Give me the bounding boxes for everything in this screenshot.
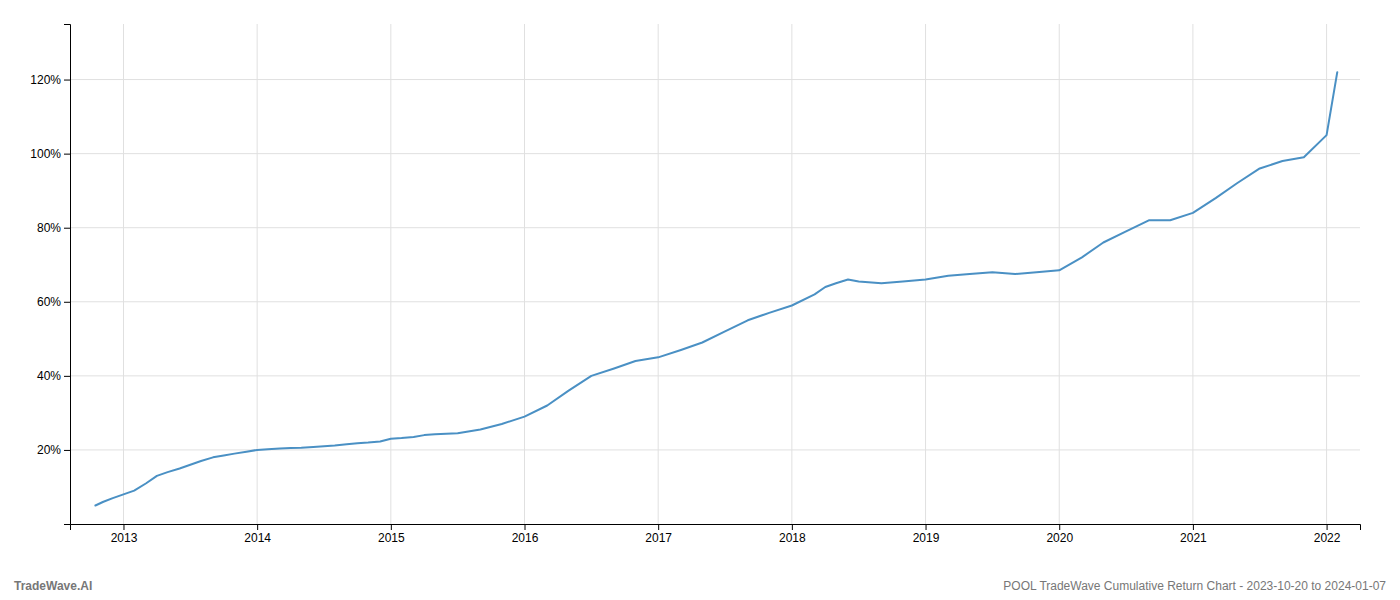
x-tick-label: 2014 [244,531,271,545]
x-tick-mark [1193,524,1194,530]
x-tick-mark [525,524,526,530]
y-tick-label: 80% [37,221,61,235]
x-tick: 2020 [1046,524,1073,545]
x-tick-label: 2022 [1314,531,1341,545]
x-axis: 2013 2014 2015 2016 2017 2018 2019 2020 2021 2022 [71,524,1361,545]
x-tick-mark [926,524,927,530]
x-tick-mark [658,524,659,530]
x-tick-label: 2018 [779,531,806,545]
y-tick-mark [64,80,70,81]
grid-line-x [925,24,926,524]
y-tick-label: 20% [37,443,61,457]
x-tick-mark [1327,524,1328,530]
x-tick-label: 2019 [913,531,940,545]
x-tick-mark [123,524,124,530]
grid [70,24,1360,524]
plot-area [95,72,1337,505]
grid-line-y [70,301,1360,302]
grid-line-x [791,24,792,524]
y-tick-label: 100% [30,147,61,161]
chart: 2013 2014 2015 2016 2017 2018 2019 2020 2021 2022… [0,0,1400,600]
x-tick: 2015 [378,524,405,545]
x-tick-label: 2015 [378,531,405,545]
x-tick-mark [1059,524,1060,530]
x-tick-mark [792,524,793,530]
x-tick-mark [257,524,258,530]
y-tick-mark [64,302,70,303]
x-axis-line [71,525,1361,531]
y-tick-label: 40% [37,369,61,383]
y-tick: 100% [30,147,70,161]
grid-line-x [123,24,124,524]
y-tick: 40% [37,369,70,383]
grid-line-x [1059,24,1060,524]
grid-line-x [658,24,659,524]
y-tick-mark [64,228,70,229]
y-tick-label: 60% [37,295,61,309]
y-tick-mark [64,154,70,155]
y-tick-label: 120% [30,73,61,87]
annotation: POOL TradeWave Cumulative Return Chart -… [1003,579,1386,593]
grid-line-x [1192,24,1193,524]
x-tick-mark [391,524,392,530]
grid-line-x [1326,24,1327,524]
annotations: TradeWave.AI POOL TradeWave Cumulative Re… [14,579,1386,593]
x-tick: 2019 [913,524,940,545]
line [95,72,1337,505]
y-tick: 20% [37,443,70,457]
y-axis: 20% 40% 60% 80% 100% 120% [30,25,70,525]
x-tick: 2013 [111,524,138,545]
y-tick-mark [64,450,70,451]
x-tick: 2017 [645,524,672,545]
grid-line-y [70,375,1360,376]
x-tick: 2018 [779,524,806,545]
y-tick: 60% [37,295,70,309]
x-tick: 2022 [1314,524,1341,545]
x-tick: 2014 [244,524,271,545]
x-tick-label: 2017 [645,531,672,545]
grid-line-x [524,24,525,524]
y-tick: 120% [30,73,70,87]
grid-line-y [70,153,1360,154]
x-tick: 2021 [1180,524,1207,545]
y-axis-line [64,25,71,525]
x-tick-label: 2021 [1180,531,1207,545]
y-tick-mark [64,376,70,377]
x-tick-label: 2016 [512,531,539,545]
annotation: TradeWave.AI [14,579,92,593]
x-tick: 2016 [512,524,539,545]
grid-line-y [70,79,1360,80]
y-tick: 80% [37,221,70,235]
grid-line-y [70,227,1360,228]
x-tick-label: 2013 [111,531,138,545]
grid-line-x [390,24,391,524]
x-tick-label: 2020 [1046,531,1073,545]
